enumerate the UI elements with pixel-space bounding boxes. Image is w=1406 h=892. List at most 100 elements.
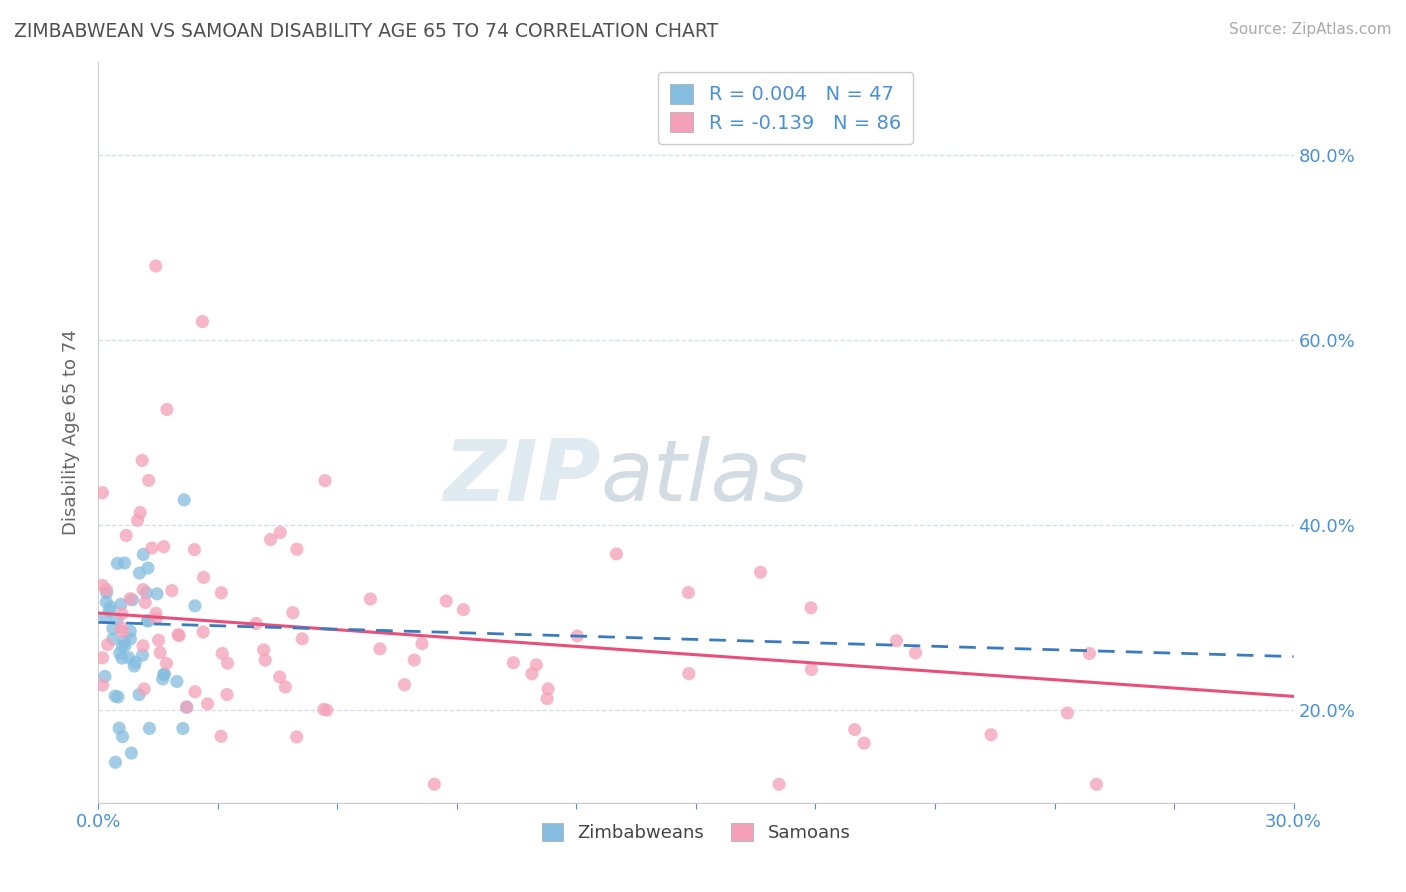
Point	[127, 513, 149, 527]
Point	[107, 690, 129, 704]
Point	[502, 656, 524, 670]
Point	[904, 646, 927, 660]
Point	[138, 473, 160, 487]
Point	[134, 681, 156, 696]
Point	[269, 670, 291, 684]
Point	[98, 604, 121, 618]
Point	[131, 453, 153, 467]
Point	[136, 614, 159, 628]
Point	[191, 625, 214, 640]
Point	[211, 647, 233, 661]
Point	[197, 697, 219, 711]
Point	[124, 656, 146, 670]
Point	[980, 728, 1002, 742]
Point	[520, 666, 543, 681]
Point	[110, 621, 132, 635]
Point	[101, 632, 124, 646]
Point	[129, 506, 152, 520]
Point	[404, 653, 426, 667]
Point	[423, 777, 446, 791]
Point	[111, 640, 134, 654]
Point	[886, 633, 908, 648]
Point	[184, 599, 207, 613]
Text: atlas: atlas	[600, 435, 808, 518]
Point	[120, 624, 142, 639]
Point	[368, 641, 391, 656]
Point	[253, 643, 276, 657]
Point	[1078, 647, 1101, 661]
Point	[153, 667, 176, 681]
Point	[434, 594, 457, 608]
Point	[152, 672, 174, 686]
Point	[1056, 706, 1078, 720]
Point	[155, 657, 177, 671]
Text: ZIMBABWEAN VS SAMOAN DISABILITY AGE 65 TO 74 CORRELATION CHART: ZIMBABWEAN VS SAMOAN DISABILITY AGE 65 T…	[14, 22, 718, 41]
Point	[121, 592, 143, 607]
Point	[167, 628, 190, 642]
Point	[120, 591, 142, 606]
Point	[91, 485, 114, 500]
Point	[678, 585, 700, 599]
Point	[536, 691, 558, 706]
Point	[281, 606, 304, 620]
Point	[1085, 777, 1108, 791]
Point	[269, 525, 291, 540]
Point	[132, 639, 155, 653]
Point	[108, 646, 131, 660]
Point	[122, 659, 145, 673]
Point	[411, 637, 433, 651]
Point	[156, 402, 179, 417]
Point	[217, 656, 239, 670]
Point	[193, 570, 215, 584]
Point	[285, 730, 308, 744]
Point	[844, 723, 866, 737]
Point	[315, 703, 337, 717]
Point	[184, 684, 207, 698]
Point	[114, 639, 136, 653]
Point	[105, 557, 128, 571]
Point	[183, 542, 205, 557]
Point	[138, 722, 160, 736]
Point	[259, 533, 281, 547]
Point	[394, 678, 416, 692]
Point	[110, 597, 132, 611]
Point	[115, 528, 138, 542]
Point	[120, 746, 142, 760]
Point	[678, 666, 700, 681]
Point	[145, 612, 167, 626]
Point	[749, 566, 772, 580]
Point	[120, 632, 142, 646]
Point	[104, 756, 127, 770]
Point	[98, 599, 121, 614]
Point	[96, 586, 118, 600]
Point	[176, 700, 198, 714]
Point	[131, 648, 153, 662]
Point	[96, 582, 118, 597]
Point	[274, 680, 297, 694]
Point	[605, 547, 627, 561]
Point	[105, 613, 128, 627]
Point	[96, 595, 118, 609]
Point	[172, 722, 194, 736]
Point	[97, 638, 120, 652]
Point	[160, 583, 183, 598]
Point	[118, 650, 141, 665]
Point	[148, 633, 170, 648]
Point	[128, 688, 150, 702]
Point	[91, 650, 114, 665]
Point	[145, 259, 167, 273]
Point	[149, 646, 172, 660]
Point	[111, 730, 134, 744]
Point	[215, 688, 238, 702]
Point	[114, 556, 136, 570]
Point	[128, 566, 150, 580]
Point	[104, 689, 127, 703]
Text: ZIP: ZIP	[443, 435, 600, 518]
Point	[173, 492, 195, 507]
Point	[91, 678, 114, 692]
Point	[166, 674, 188, 689]
Point	[176, 700, 198, 714]
Legend: Zimbabweans, Samoans: Zimbabweans, Samoans	[534, 815, 858, 849]
Point	[209, 586, 232, 600]
Point	[101, 621, 124, 635]
